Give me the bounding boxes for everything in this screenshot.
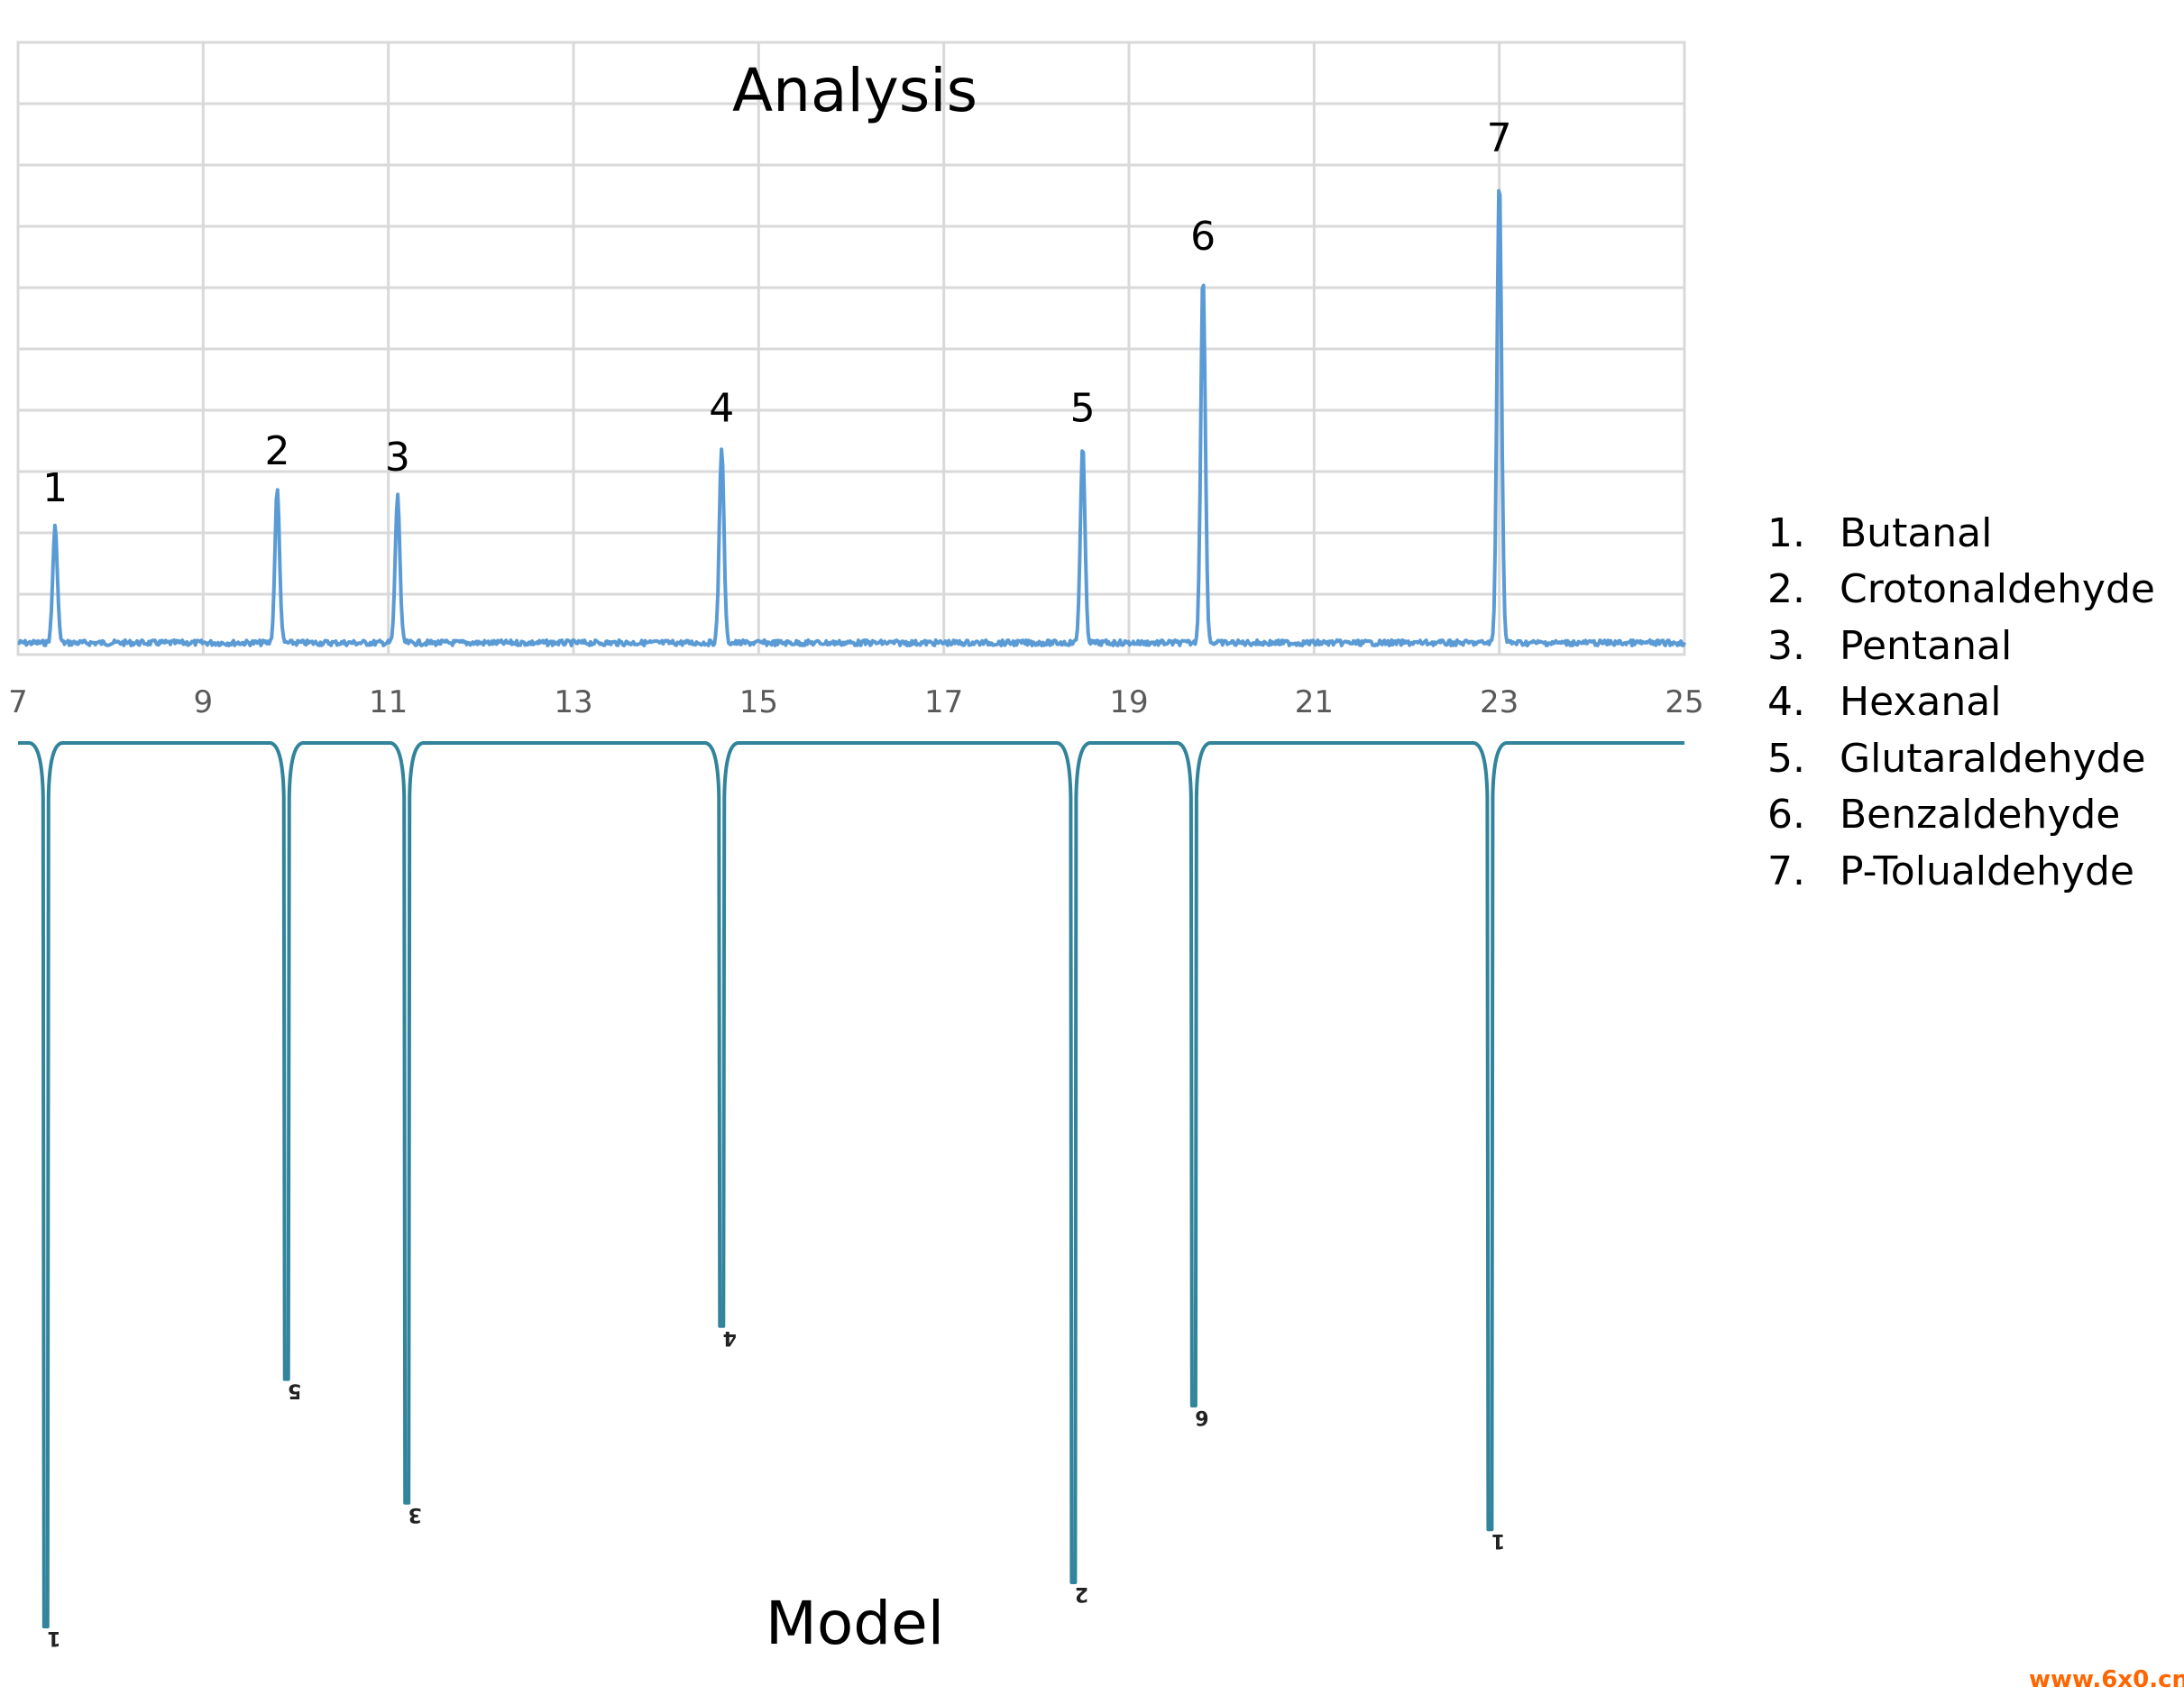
x-tick-label: 21 — [1295, 684, 1334, 720]
watermark: www.6x0.cn — [2029, 1666, 2184, 1693]
legend-number: 3. — [1767, 622, 1805, 669]
analysis-peak-label: 2 — [264, 428, 289, 474]
analysis-peak-label: 4 — [709, 385, 734, 431]
legend-number: 1. — [1767, 509, 1805, 556]
legend-item: 6. Benzaldehyde — [1767, 787, 2155, 844]
x-tick-label: 17 — [924, 684, 963, 720]
analysis-peak-label: 3 — [385, 435, 410, 481]
x-tick-label: 19 — [1109, 684, 1148, 720]
x-tick-label: 11 — [369, 684, 408, 720]
analysis-trace — [17, 188, 1686, 647]
analysis-series: 1 2 3 4 5 6 7 — [17, 115, 1686, 647]
analysis-peak-label: 1 — [42, 465, 68, 511]
compound-legend: 1. Butanal 2. Crotonaldehyde 3. Pentanal 4. Hex… — [1767, 505, 2155, 900]
model-peak-label: 4 — [723, 1326, 737, 1349]
chart-title-model: Model — [766, 1589, 944, 1658]
legend-item: 7. P-Tolualdehyde — [1767, 843, 2155, 900]
legend-number: 5. — [1767, 735, 1805, 782]
model-peak-label: 5 — [288, 1380, 301, 1402]
model-peak-label: 3 — [408, 1503, 422, 1526]
analysis-peak-label: 6 — [1190, 214, 1216, 260]
x-tick-label: 25 — [1665, 684, 1703, 720]
legend-item: 2. Crotonaldehyde — [1767, 562, 2155, 619]
x-tick-label: 7 — [8, 684, 28, 720]
legend-number: 6. — [1767, 792, 1805, 839]
legend-compound-name: Butanal — [1840, 509, 1993, 556]
model-peak-label: 1 — [1491, 1529, 1505, 1552]
legend-item: 1. Butanal — [1767, 505, 2155, 562]
legend-compound-name: Benzaldehyde — [1840, 792, 2121, 839]
analysis-peak-label: 5 — [1070, 385, 1096, 431]
legend-compound-name: Glutaraldehyde — [1840, 735, 2146, 782]
legend-compound-name: Pentanal — [1840, 622, 2013, 669]
model-series: 1 5 3 4 2 6 1 — [18, 741, 1684, 1649]
model-trace — [18, 741, 1684, 1628]
x-axis-ticks: 7 9 11 13 15 17 19 21 23 25 — [8, 684, 1703, 720]
legend-item: 4. Hexanal — [1767, 674, 2155, 731]
analysis-peak-label: 7 — [1487, 115, 1512, 161]
x-tick-label: 15 — [739, 684, 778, 720]
legend-number: 2. — [1767, 566, 1805, 613]
x-tick-label: 13 — [554, 684, 592, 720]
plot-grid — [16, 41, 1686, 656]
legend-compound-name: Crotonaldehyde — [1840, 566, 2155, 613]
legend-compound-name: Hexanal — [1840, 679, 2002, 726]
legend-item: 5. Glutaraldehyde — [1767, 730, 2155, 787]
model-peak-label: 6 — [1195, 1406, 1208, 1428]
x-tick-label: 9 — [194, 684, 214, 720]
legend-number: 7. — [1767, 848, 1805, 894]
model-peak-label: 2 — [1075, 1582, 1088, 1605]
legend-compound-name: P-Tolualdehyde — [1840, 848, 2134, 894]
chart-title-analysis: Analysis — [732, 56, 977, 125]
legend-item: 3. Pentanal — [1767, 618, 2155, 674]
model-peak-label: 1 — [47, 1627, 60, 1649]
legend-number: 4. — [1767, 679, 1805, 726]
x-tick-label: 23 — [1480, 684, 1519, 720]
